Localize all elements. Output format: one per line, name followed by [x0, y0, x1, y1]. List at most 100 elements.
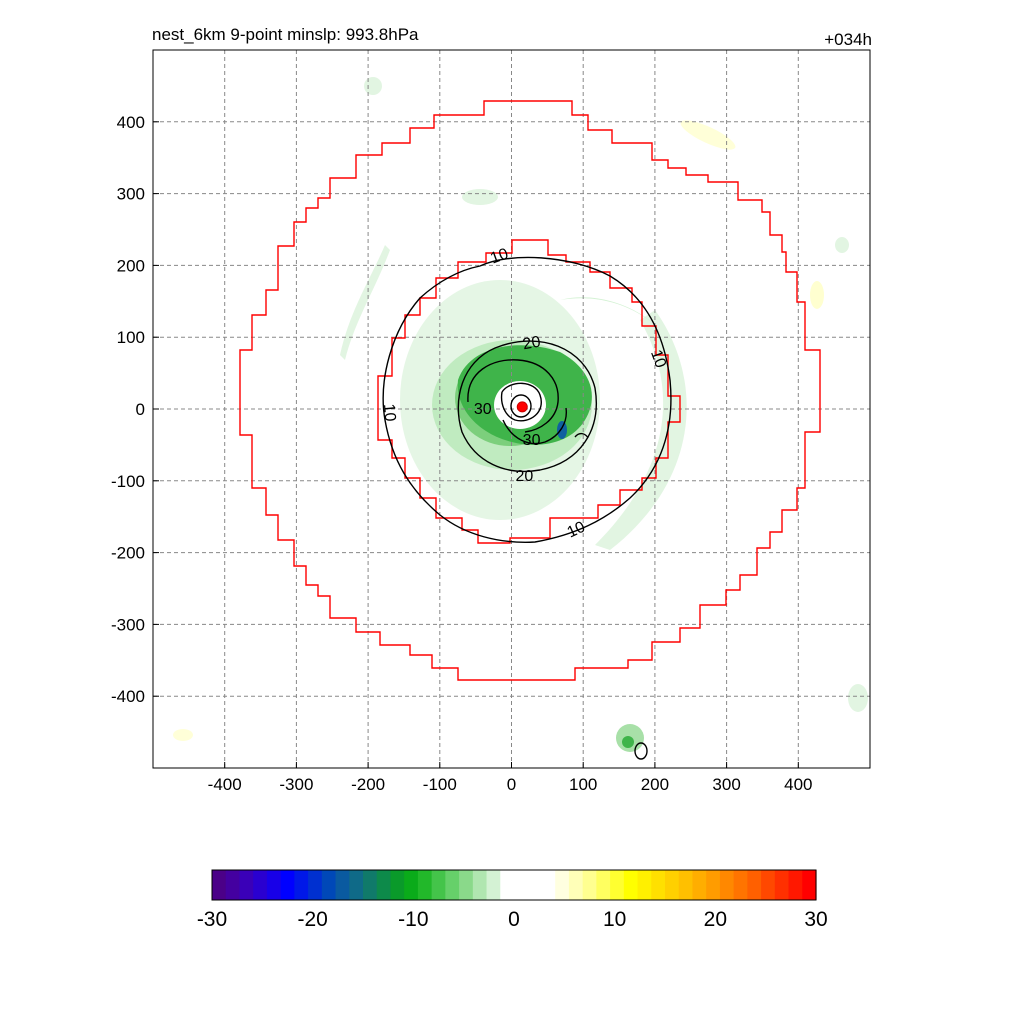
- colorbar-swatch-0: [212, 870, 227, 900]
- contour-label-6: 30: [474, 401, 492, 418]
- colorbar-swatch-39: [747, 870, 762, 900]
- colorbar-swatch-25: [555, 870, 570, 900]
- colorbar: -30 -20 -10 0 10 20 30: [197, 869, 828, 931]
- colorbar-swatch-18: [459, 870, 474, 900]
- fill-band-left-arc: [340, 245, 390, 360]
- colorbar-tick-label-4: 10: [603, 908, 626, 931]
- plot-area: 10 10 10 10 20 20 30 30: [152, 49, 871, 769]
- grid-lines: [153, 50, 870, 768]
- colorbar-swatch-36: [706, 870, 721, 900]
- contour-label-5: 20: [516, 468, 534, 485]
- y-tick-label-5: -100: [111, 472, 145, 491]
- contour-eye-b: [510, 394, 532, 418]
- fill-band-right-arc: [595, 310, 687, 550]
- colorbar-tick-label-6: 30: [804, 908, 827, 931]
- fill-spot-b: [462, 189, 498, 205]
- colorbar-swatch-21: [500, 870, 515, 900]
- contour-label-3: 10: [565, 519, 588, 542]
- y-axis: 400 300 200 100 0 -100 -200 -300 -400: [111, 113, 159, 706]
- colorbar-swatch-13: [390, 870, 405, 900]
- colorbar-swatch-26: [568, 870, 584, 900]
- colorbar-swatch-28: [596, 870, 611, 900]
- contour-label-1: 10: [647, 348, 669, 371]
- colorbar-swatch-12: [376, 870, 392, 900]
- colorbar-swatch-14: [404, 870, 419, 900]
- y-tick-label-8: -400: [111, 687, 145, 706]
- colorbar-tick-label-2: -10: [398, 908, 428, 931]
- colorbar-swatch-38: [733, 870, 748, 900]
- contour-30-b: [502, 407, 567, 445]
- colorbar-tick-label-3: 0: [508, 908, 520, 931]
- colorbar-tick-label-1: -20: [297, 908, 327, 931]
- contour-label-2: 10: [380, 403, 398, 422]
- colorbar-swatch-22: [514, 870, 529, 900]
- inner-boundary: [377, 239, 681, 544]
- colorbar-swatch-29: [610, 870, 625, 900]
- outer-boundary: [239, 100, 821, 681]
- y-tick-label-2: 200: [117, 256, 145, 275]
- colorbar-swatch-42: [788, 870, 803, 900]
- y-tick-label-3: 100: [117, 328, 145, 347]
- x-tick-label-1: -300: [279, 775, 313, 794]
- colorbar-swatch-35: [692, 870, 707, 900]
- colorbar-swatch-27: [582, 870, 597, 900]
- x-tick-label-2: -200: [351, 775, 385, 794]
- contour-label-7: 30: [523, 432, 541, 449]
- contour-labels: 10 10 10 10 20 20 30 30: [380, 245, 669, 541]
- x-tick-label-4: 0: [507, 775, 516, 794]
- colorbar-swatch-2: [239, 870, 254, 900]
- x-tick-label-5: 100: [569, 775, 597, 794]
- colorbar-swatch-23: [527, 870, 543, 900]
- y-tick-label-4: 0: [136, 400, 145, 419]
- y-tick-label-0: 400: [117, 113, 145, 132]
- chart-title: nest_6km 9-point minslp: 993.8hPa: [152, 25, 419, 44]
- contours: [382, 256, 672, 760]
- colorbar-swatch-32: [651, 870, 666, 900]
- colorbar-ticks: -30 -20 -10 0 10 20 30: [197, 908, 828, 931]
- contour-eye-a: [500, 382, 542, 422]
- colorbar-swatch-15: [417, 870, 433, 900]
- colorbar-swatch-16: [431, 870, 446, 900]
- contour-label-4: 20: [521, 334, 542, 354]
- colorbar-swatch-37: [719, 870, 735, 900]
- fill-spot-yellow-a: [680, 120, 736, 150]
- colorbar-swatch-8: [321, 870, 337, 900]
- x-tick-label-3: -100: [423, 775, 457, 794]
- colorbar-border: [211, 869, 817, 901]
- x-tick-label-0: -400: [208, 775, 242, 794]
- y-tick-label-1: 300: [117, 185, 145, 204]
- colorbar-swatches: [212, 870, 817, 900]
- colorbar-swatch-20: [486, 870, 501, 900]
- colorbar-swatch-9: [335, 870, 350, 900]
- contour-10: [382, 256, 672, 543]
- colorbar-swatch-4: [266, 870, 282, 900]
- fill-spot-c: [835, 237, 849, 253]
- colorbar-swatch-17: [445, 870, 460, 900]
- colorbar-swatch-33: [665, 870, 680, 900]
- colorbar-swatch-19: [472, 870, 488, 900]
- contour-30-a: [467, 359, 559, 433]
- colorbar-swatch-43: [802, 870, 817, 900]
- colorbar-swatch-1: [225, 870, 241, 900]
- fill-core-blue: [557, 421, 567, 439]
- fill-spot-f: [848, 684, 868, 712]
- x-tick-label-8: 400: [784, 775, 812, 794]
- forecast-hour: +034h: [824, 30, 872, 49]
- y-tick-label-7: -300: [111, 615, 145, 634]
- contour-small: [634, 742, 648, 760]
- contour-ne-hook: [574, 432, 589, 439]
- colorbar-swatch-10: [349, 870, 364, 900]
- contour-20: [457, 340, 597, 473]
- colorbar-swatch-24: [541, 870, 556, 900]
- y-tick-label-6: -200: [111, 544, 145, 563]
- fill-spot-e: [622, 736, 634, 748]
- x-tick-label-6: 200: [641, 775, 669, 794]
- colorbar-swatch-11: [363, 870, 378, 900]
- colorbar-swatch-34: [678, 870, 694, 900]
- colorbar-swatch-40: [761, 870, 776, 900]
- colorbar-swatch-31: [637, 870, 652, 900]
- fill-spot-yellow-c: [173, 729, 193, 741]
- x-tick-label-7: 300: [712, 775, 740, 794]
- fill-spot-yellow-b: [810, 281, 824, 309]
